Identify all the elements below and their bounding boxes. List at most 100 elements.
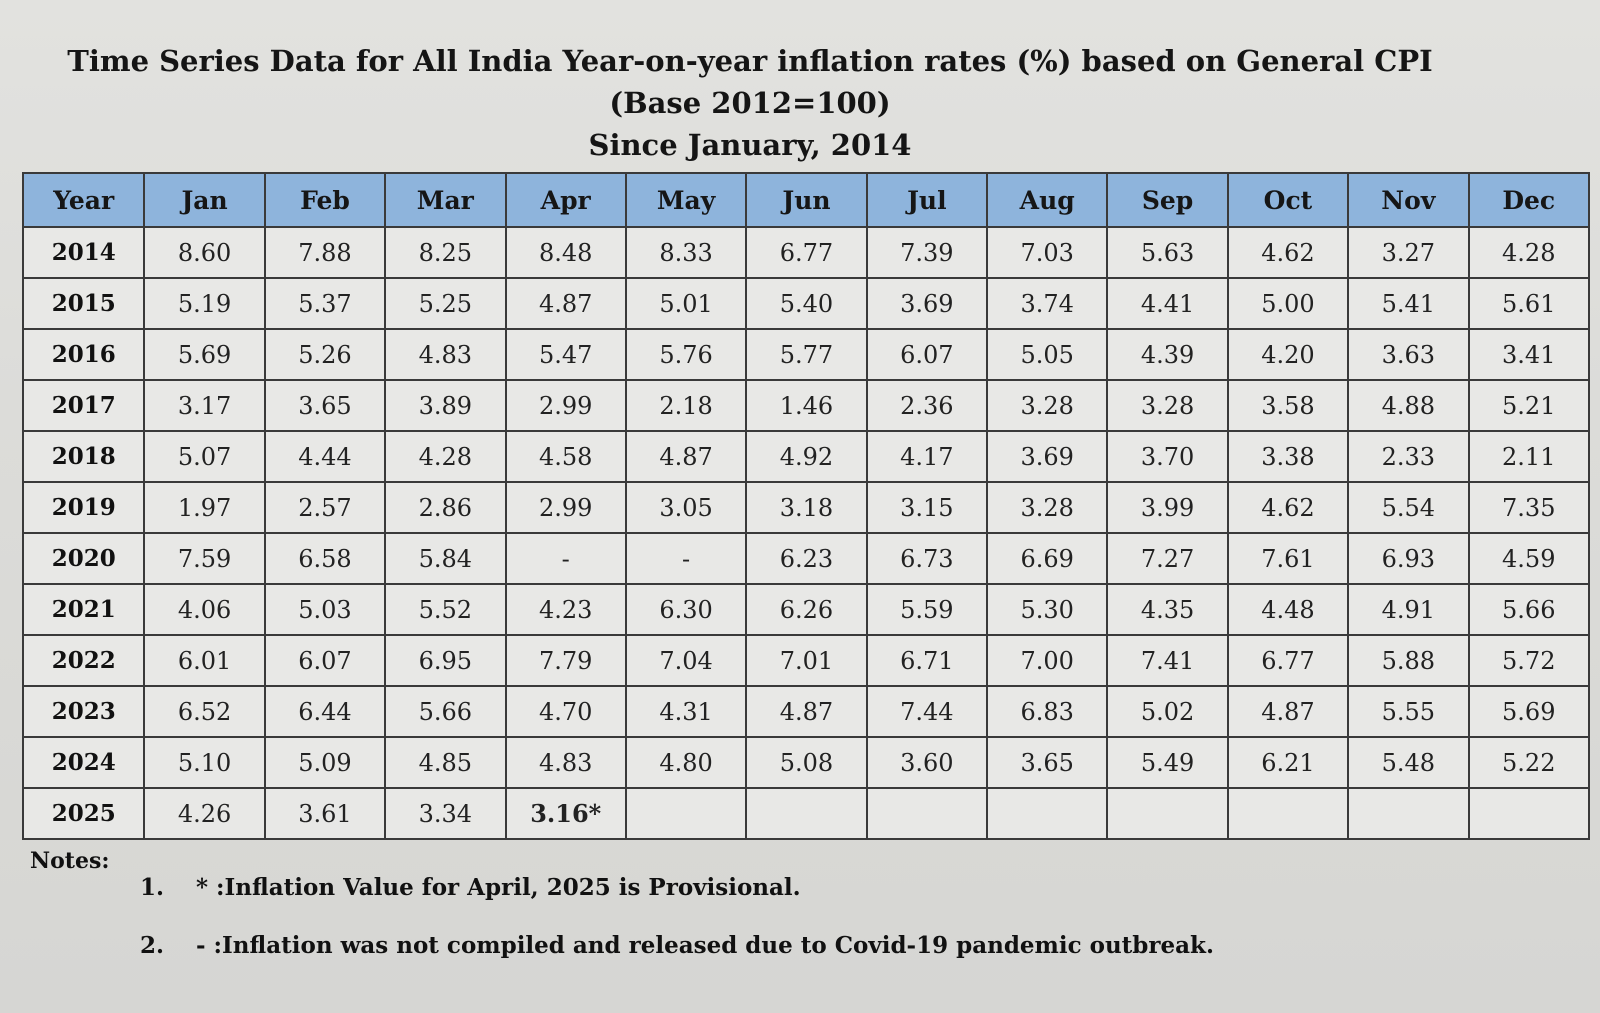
rate-cell: 4.83 [504, 736, 627, 789]
rate-cell: 4.35 [1106, 583, 1229, 636]
note-number: 1. [140, 874, 165, 901]
table-row: 2021 4.06 5.03 5.52 4.23 6.30 6.26 5.59 5.30 4.35… [21, 583, 1591, 636]
rate-cell: 5.09 [263, 736, 387, 789]
rate-cell: 5.07 [143, 430, 266, 483]
column-header-apr: Apr [504, 172, 627, 228]
rate-cell: 4.31 [624, 685, 748, 738]
rate-cell: 6.77 [1226, 634, 1350, 687]
rate-cell: 5.25 [384, 277, 507, 330]
year-cell: 2021 [21, 583, 146, 636]
rate-cell: 5.19 [143, 277, 266, 330]
rate-cell: 5.08 [745, 736, 868, 789]
rate-cell: 4.58 [504, 430, 627, 483]
year-cell: 2020 [21, 532, 146, 585]
rate-cell: 7.88 [263, 226, 387, 279]
column-header-mar: Mar [384, 172, 507, 228]
table-row: 2018 5.07 4.44 4.28 4.58 4.87 4.92 4.17 3.69 3.70… [21, 430, 1591, 483]
rate-cell: 2.99 [504, 481, 627, 534]
rate-cell: 4.85 [384, 736, 507, 789]
rate-cell [1106, 787, 1229, 840]
column-header-sep: Sep [1106, 172, 1229, 228]
table-row: 2016 5.69 5.26 4.83 5.47 5.76 5.77 6.07 5.05 4.39… [21, 328, 1591, 381]
title-line-2: Since January, 2014 [588, 128, 912, 162]
rate-cell: 4.23 [504, 583, 627, 636]
rate-cell: 3.89 [384, 379, 507, 432]
rate-cell: 6.69 [986, 532, 1109, 585]
note-item-1: 1. * :Inflation Value for April, 2025 is … [140, 874, 801, 901]
rate-cell: 3.63 [1347, 328, 1470, 381]
rate-cell: 3.27 [1347, 226, 1470, 279]
rate-cell: 4.87 [624, 430, 748, 483]
rate-cell: 6.95 [384, 634, 507, 687]
table-row: 2024 5.10 5.09 4.85 4.83 4.80 5.08 3.60 3.65 5.49… [21, 736, 1591, 789]
table-row: 2025 4.26 3.61 3.34 3.16* [21, 787, 1591, 840]
rate-cell: 5.02 [1106, 685, 1229, 738]
rate-cell: 6.23 [745, 532, 868, 585]
rate-cell: 4.06 [143, 583, 266, 636]
rate-cell: 5.63 [1106, 226, 1229, 279]
rate-cell: 7.03 [986, 226, 1109, 279]
rate-cell: 5.05 [986, 328, 1109, 381]
rate-cell: 6.44 [263, 685, 387, 738]
rate-cell: 4.91 [1347, 583, 1470, 636]
rate-cell: 4.41 [1106, 277, 1229, 330]
rate-cell: 4.26 [143, 787, 266, 840]
rate-cell: 5.22 [1467, 736, 1591, 789]
rate-cell: 7.44 [865, 685, 989, 738]
rate-cell: 6.77 [745, 226, 868, 279]
rate-cell: 3.99 [1106, 481, 1229, 534]
year-cell: 2016 [21, 328, 146, 381]
rate-cell: - [504, 532, 627, 585]
rate-cell: 5.52 [384, 583, 507, 636]
rate-cell: 6.71 [865, 634, 989, 687]
rate-cell: 6.73 [865, 532, 989, 585]
table-row: 2023 6.52 6.44 5.66 4.70 4.31 4.87 7.44 6.83 5.02… [21, 685, 1591, 738]
rate-cell: 5.88 [1347, 634, 1470, 687]
rate-cell: 5.40 [745, 277, 868, 330]
note-text: * :Inflation Value for April, 2025 is Pr… [196, 874, 801, 901]
rate-cell: 1.46 [745, 379, 868, 432]
rate-cell: 3.65 [263, 379, 387, 432]
title-line-1: Time Series Data for All India Year-on-y… [67, 44, 1433, 120]
rate-cell: 5.76 [624, 328, 748, 381]
rate-cell: 6.07 [263, 634, 387, 687]
rate-cell: 6.83 [986, 685, 1109, 738]
rate-cell: 3.74 [986, 277, 1109, 330]
rate-cell: 7.79 [504, 634, 627, 687]
rate-cell: 5.55 [1347, 685, 1470, 738]
rate-cell: 5.77 [745, 328, 868, 381]
column-header-aug: Aug [986, 172, 1109, 228]
rate-cell: 3.18 [745, 481, 868, 534]
rate-cell: 4.83 [384, 328, 507, 381]
year-cell: 2024 [21, 736, 146, 789]
year-cell: 2025 [21, 787, 146, 840]
rate-cell [745, 787, 868, 840]
rate-cell: 6.52 [143, 685, 266, 738]
rate-cell: 5.72 [1467, 634, 1591, 687]
rate-cell: 7.41 [1106, 634, 1229, 687]
column-header-jul: Jul [865, 172, 989, 228]
year-cell: 2017 [21, 379, 146, 432]
rate-cell: 5.84 [384, 532, 507, 585]
rate-cell: 4.87 [745, 685, 868, 738]
rate-cell: 4.80 [624, 736, 748, 789]
rate-cell: 6.21 [1226, 736, 1350, 789]
rate-cell: 3.28 [1106, 379, 1229, 432]
rate-cell: 5.69 [143, 328, 266, 381]
rate-cell: 3.65 [986, 736, 1109, 789]
rate-cell: 1.97 [143, 481, 266, 534]
rate-cell: 5.01 [624, 277, 748, 330]
rate-cell: 5.37 [263, 277, 387, 330]
table-row: 2022 6.01 6.07 6.95 7.79 7.04 7.01 6.71 7.00 7.41… [21, 634, 1591, 687]
inflation-table-container: Year Jan Feb Mar Apr May Jun Jul Aug Sep Oct Nov Dec… [21, 172, 1591, 840]
rate-cell: 3.28 [986, 481, 1109, 534]
rate-cell: 4.44 [263, 430, 387, 483]
rate-cell: 4.87 [1226, 685, 1350, 738]
rate-cell: 3.15 [865, 481, 989, 534]
table-row: 2020 7.59 6.58 5.84- -6.23 6.73 6.69 7.27 7.61 6.… [21, 532, 1591, 585]
rate-cell: 3.28 [986, 379, 1109, 432]
rate-cell: 4.20 [1226, 328, 1350, 381]
rate-cell: 5.47 [504, 328, 627, 381]
column-header-dec: Dec [1467, 172, 1591, 228]
